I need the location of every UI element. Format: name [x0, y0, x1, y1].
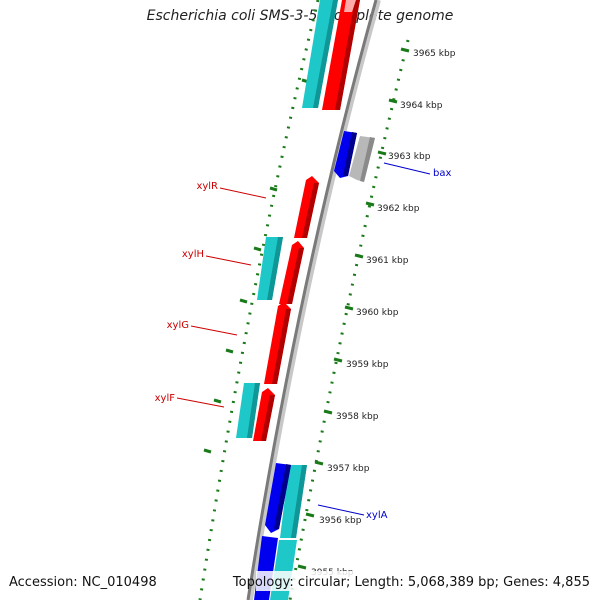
gene-label-xylR: xylR [196, 181, 218, 192]
reverse-gene-shade [274, 132, 357, 529]
accession-label: Accession: NC_010498 [9, 575, 157, 590]
scale-label: 3963 kbp [388, 152, 431, 162]
feature-ring-inner [198, 0, 320, 600]
scale-label: 3959 kbp [346, 360, 389, 370]
scale-label: 3957 kbp [327, 464, 370, 474]
genome-backbone-core [246, 0, 378, 600]
forward-gene-shade [261, 0, 360, 441]
topology-label: Topology: circular; Length: 5,068,389 bp… [232, 575, 590, 590]
gene-label-xylG: xylG [167, 320, 189, 331]
cyan-highlights [247, 0, 338, 538]
gene-top-pink [344, 0, 356, 12]
scale-labels: 3965 kbp 3964 kbp 3963 kbp 3962 kbp 3961… [311, 49, 456, 578]
scale-label: 3958 kbp [336, 412, 379, 422]
scale-ticks [297, 47, 410, 570]
scale-label: 3962 kbp [377, 204, 420, 214]
gene-bax-shade [360, 137, 375, 182]
gene-label-xylF: xylF [155, 393, 176, 404]
gene-label-bax: bax [433, 168, 451, 179]
scale-label: 3961 kbp [366, 256, 409, 266]
scale-label: 3964 kbp [400, 101, 443, 111]
scale-label: 3956 kbp [319, 516, 362, 526]
scale-label: 3965 kbp [413, 49, 456, 59]
genome-backbone [247, 0, 381, 600]
gene-label-xylH: xylH [182, 249, 204, 260]
label-leaders [176, 162, 431, 516]
gene-labels[interactable]: xylR xylH xylG xylF bax xylA [155, 168, 452, 521]
footer-band [256, 571, 596, 591]
scale-label: 3960 kbp [356, 308, 399, 318]
gene-label-xylA: xylA [366, 510, 388, 521]
